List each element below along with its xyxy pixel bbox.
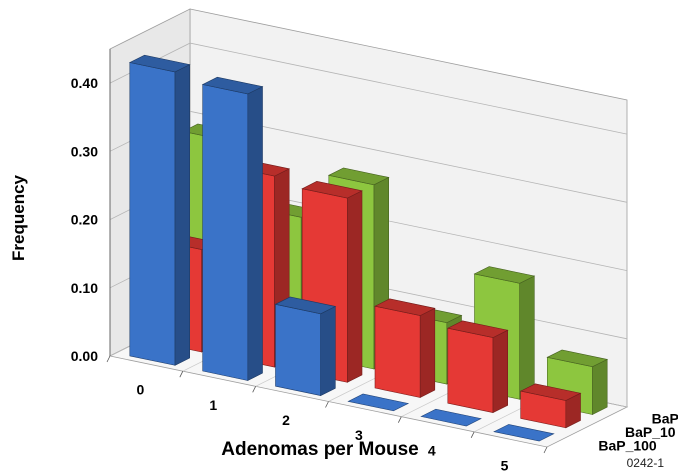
- y-tick-labels: 0.00 0.10 0.20 0.30 0.40: [71, 75, 98, 364]
- x-tick-labels: 0 1 2 3 4 5: [137, 382, 509, 472]
- y-tick-label: 0.10: [71, 280, 98, 296]
- series-label: BaP_10: [625, 424, 676, 440]
- bars: [128, 54, 609, 442]
- y-tick-label: 0.40: [71, 75, 98, 91]
- bar: [446, 320, 509, 414]
- x-tick-label: 4: [428, 442, 436, 458]
- bar: [420, 408, 482, 427]
- x-tick-label: 0: [137, 382, 145, 398]
- bar: [493, 424, 555, 442]
- x-tick-mark: [252, 386, 257, 393]
- bar-side: [320, 305, 336, 397]
- x-tick-mark: [470, 431, 475, 439]
- figure-code: 0242-1: [627, 456, 665, 470]
- bar-top: [493, 424, 555, 442]
- bar-front: [202, 84, 249, 381]
- bar-side: [174, 64, 190, 366]
- series-label: BaP: [652, 411, 678, 427]
- bar: [128, 54, 191, 366]
- bar-side: [346, 190, 363, 383]
- x-tick-mark: [179, 370, 184, 378]
- bar: [347, 393, 410, 412]
- bar-front: [275, 303, 322, 396]
- y-tick-label: 0.20: [71, 212, 98, 228]
- bar: [274, 296, 337, 397]
- x-tick-mark: [106, 355, 111, 363]
- x-tick-label: 2: [282, 412, 290, 428]
- bar-top: [519, 383, 582, 401]
- bar-top: [446, 320, 509, 338]
- x-tick-label: 5: [501, 457, 509, 472]
- y-axis-title: Frequency: [9, 174, 28, 261]
- bar-top: [473, 266, 536, 284]
- bar-front: [447, 327, 494, 413]
- x-tick-mark: [397, 416, 402, 423]
- bar-side: [492, 329, 509, 414]
- bar-top: [347, 393, 410, 412]
- bar-side: [419, 307, 436, 398]
- bar-top: [374, 298, 436, 316]
- bar: [374, 298, 436, 398]
- bar-top: [420, 408, 482, 427]
- bar-top: [327, 167, 390, 186]
- y-tick-label: 0.00: [71, 348, 98, 364]
- x-axis-title: Adenomas per Mouse: [221, 439, 418, 460]
- x-tick-mark: [325, 401, 329, 408]
- bar-front: [129, 62, 176, 366]
- bar-side: [519, 275, 535, 400]
- bar-side: [592, 358, 608, 415]
- bar: [201, 76, 264, 381]
- y-tick-label: 0.30: [71, 143, 98, 159]
- series-label: BaP_100: [598, 437, 657, 453]
- bar-top: [201, 76, 264, 95]
- x-tick-label: 3: [355, 427, 363, 443]
- bar: [519, 383, 582, 429]
- x-tick-mark: [543, 446, 548, 454]
- bar-top: [128, 54, 191, 73]
- bar-front: [374, 305, 421, 398]
- x-tick-label: 1: [209, 397, 217, 413]
- bar-side: [247, 86, 263, 381]
- bar-top: [301, 180, 363, 199]
- bar-top: [274, 296, 337, 315]
- bar-top: [546, 349, 609, 368]
